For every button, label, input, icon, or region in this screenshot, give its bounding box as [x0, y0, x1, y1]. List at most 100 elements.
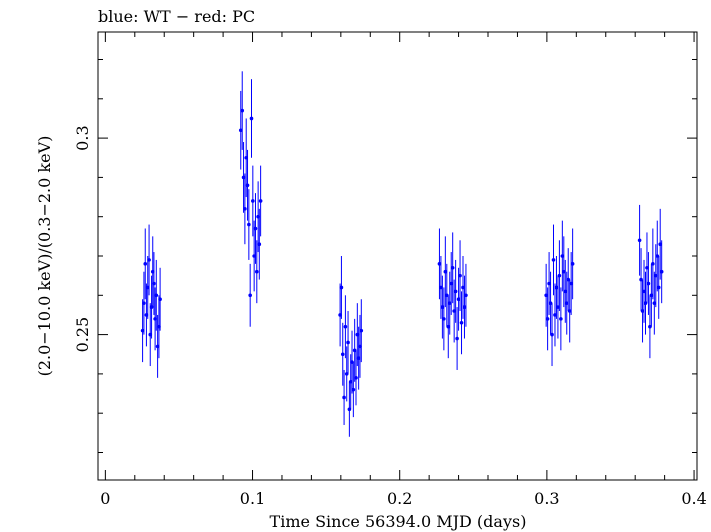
data-marker — [567, 309, 572, 313]
data-marker — [649, 293, 654, 298]
x-tick-label: 0.3 — [534, 489, 559, 508]
data-point-wt — [447, 271, 452, 335]
data-point-wt — [342, 369, 346, 425]
data-marker — [442, 317, 446, 321]
chart-title: blue: WT − red: PC — [98, 7, 255, 26]
data-marker — [652, 301, 657, 305]
data-point-wt — [655, 220, 660, 292]
data-marker — [458, 273, 462, 278]
data-point-wt — [249, 79, 254, 158]
data-marker — [548, 301, 553, 305]
data-point-wt — [258, 165, 263, 237]
x-tick-label: 0.4 — [681, 489, 706, 508]
data-marker — [440, 305, 445, 309]
x-tick-label: 0 — [100, 489, 110, 508]
data-marker — [453, 289, 458, 294]
data-point-wt — [449, 252, 454, 315]
data-marker — [351, 387, 356, 392]
data-point-wt — [643, 271, 648, 335]
data-marker — [147, 258, 151, 262]
data-marker — [653, 273, 658, 278]
y-tick-label: 0.3 — [73, 125, 92, 150]
data-point-wt — [238, 90, 243, 170]
data-marker — [447, 301, 452, 305]
data-point-wt — [442, 287, 446, 351]
data-marker — [340, 352, 345, 357]
data-point-wt — [440, 275, 445, 339]
x-tick-label: 0.2 — [387, 489, 412, 508]
data-point-wt — [455, 307, 459, 370]
data-point-wt — [461, 256, 465, 319]
data-marker — [551, 258, 556, 262]
data-point-wt — [453, 259, 458, 323]
data-point-wt — [439, 256, 443, 319]
data-marker — [251, 199, 255, 203]
data-marker — [655, 254, 660, 258]
data-marker — [243, 207, 247, 211]
data-point-wt — [563, 259, 568, 323]
data-point-wt — [452, 279, 456, 343]
data-marker — [342, 395, 346, 400]
data-marker — [557, 273, 562, 278]
data-marker — [238, 128, 243, 133]
data-marker — [158, 297, 162, 302]
data-marker — [443, 269, 448, 274]
data-marker — [559, 317, 563, 321]
data-point-wt — [458, 240, 462, 312]
data-point-wt — [642, 259, 646, 323]
data-marker — [569, 281, 573, 286]
y-axis-label: (2.0−10.0 keV)/(0.3−2.0 keV) — [35, 136, 54, 377]
data-marker — [258, 199, 263, 203]
data-point-wt — [459, 291, 464, 355]
axis-tick-labels: 0 0.1 0.2 0.3 0.4 0.25 0.3 — [73, 125, 707, 508]
data-marker — [450, 265, 455, 270]
data-point-wt — [559, 287, 563, 351]
data-marker — [245, 183, 250, 188]
x-tick-label: 0.1 — [240, 489, 265, 508]
data-marker — [545, 317, 550, 321]
data-marker — [452, 309, 456, 313]
data-marker — [645, 265, 649, 270]
data-point-wt — [562, 236, 566, 308]
data-marker — [566, 277, 571, 282]
data-marker — [449, 281, 454, 286]
data-point-wt — [354, 350, 358, 406]
data-marker — [648, 324, 652, 329]
data-point-wt — [247, 189, 251, 260]
data-point-wt — [253, 193, 258, 264]
data-marker — [651, 262, 655, 266]
data-marker — [642, 289, 646, 294]
data-marker — [554, 285, 559, 290]
data-marker — [547, 281, 551, 286]
data-point-wt — [569, 252, 573, 315]
data-point-wt — [245, 149, 250, 221]
data-marker — [462, 305, 467, 309]
data-point-wt — [257, 208, 262, 280]
axis-ticks — [98, 32, 697, 480]
data-point-wt — [648, 295, 652, 359]
data-point-wt — [646, 252, 651, 315]
data-marker — [544, 293, 548, 298]
data-marker — [249, 116, 254, 121]
data-point-wt — [560, 220, 565, 292]
data-point-wt — [557, 240, 562, 312]
data-marker — [257, 242, 262, 247]
data-marker — [643, 301, 648, 305]
data-marker — [359, 328, 364, 333]
data-point-wt — [143, 228, 148, 300]
data-point-wt — [450, 232, 455, 304]
data-point-wt — [545, 287, 550, 351]
data-point-wt — [639, 248, 643, 312]
data-marker — [556, 305, 560, 309]
data-point-wt — [553, 283, 557, 347]
data-marker — [564, 301, 569, 305]
data-marker — [255, 269, 259, 274]
data-point-wt — [351, 362, 356, 418]
data-marker — [240, 108, 245, 113]
data-marker — [656, 285, 661, 290]
data-marker — [550, 332, 554, 337]
data-marker — [248, 293, 252, 298]
data-point-wt — [359, 299, 364, 363]
data-marker — [446, 324, 451, 329]
